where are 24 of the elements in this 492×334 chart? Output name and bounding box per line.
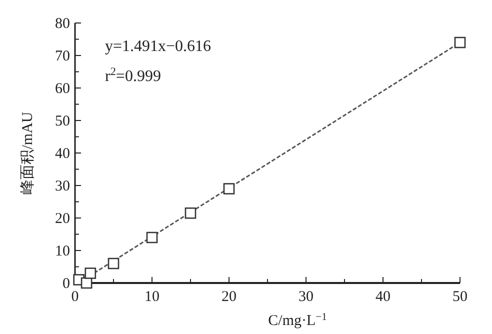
y-tick-label: 30 — [55, 178, 70, 194]
y-tick-label: 70 — [55, 48, 70, 64]
annotation: y=1.491x−0.616 — [105, 38, 212, 55]
point — [184, 207, 196, 219]
point — [84, 268, 96, 279]
y-tick-label: 20 — [55, 211, 70, 227]
x-tick-label: 10 — [144, 289, 160, 305]
x-tick-label: 30 — [298, 289, 314, 305]
y-axis-title: 峰面积/mAU — [19, 112, 36, 194]
y-tick-label: 40 — [55, 146, 70, 162]
x-tick-label: 20 — [222, 289, 236, 305]
point — [223, 183, 235, 194]
x-axis-title: C/mg·L$^{−1}$ — [268, 312, 327, 329]
y-tick-label: 60 — [55, 81, 70, 97]
point — [108, 258, 120, 270]
y-tick-label: 10 — [55, 244, 70, 260]
point — [146, 232, 158, 244]
point — [454, 36, 466, 48]
y-tick-label: 80 — [55, 16, 70, 32]
x-tick-label: 40 — [376, 289, 390, 305]
y-tick-label: 50 — [55, 114, 70, 130]
y-tick-label: 0 — [62, 276, 70, 292]
annotation: r$^{2}$=0.999 — [105, 66, 161, 85]
x-tick-label: 50 — [452, 289, 468, 305]
